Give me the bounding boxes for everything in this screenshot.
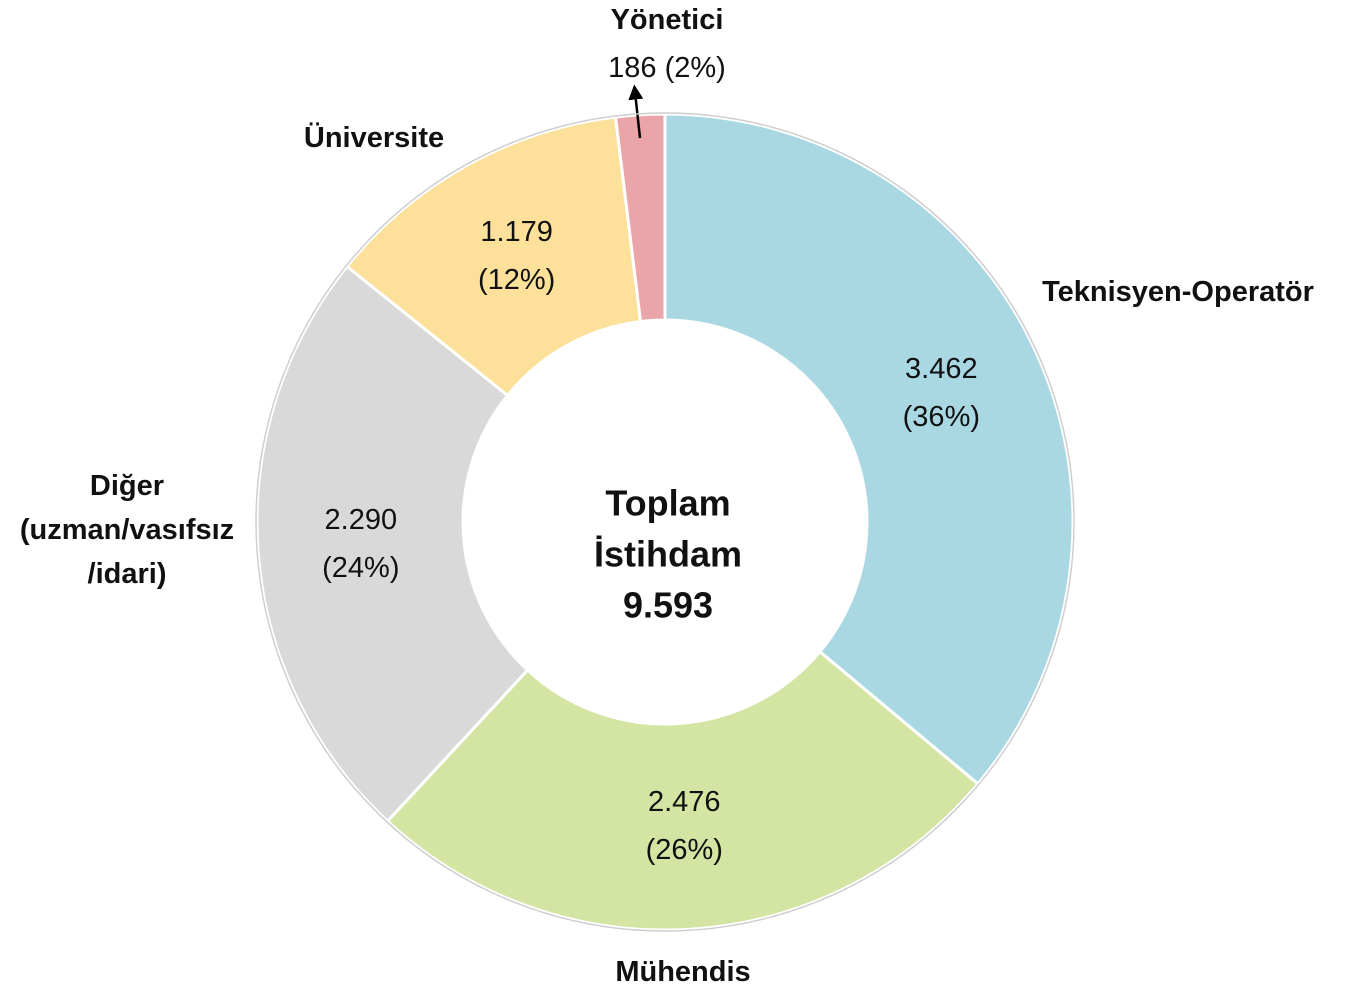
percent-text: (2%) — [664, 52, 726, 84]
value-text: 3.462 — [905, 352, 978, 385]
category-name: Yönetici — [610, 4, 724, 36]
value-text: 1.179 — [480, 215, 553, 248]
value-label: 186 (2%) — [608, 44, 726, 92]
center-line: İstihdam — [593, 533, 743, 575]
value-label: 2.290 (24%) — [322, 496, 399, 592]
wedge — [385, 649, 981, 932]
category-label: Diğer (uzman/vasıfsız /idari) — [2, 464, 252, 596]
category-name: Üniversite — [303, 122, 445, 154]
wedge — [663, 112, 1075, 786]
center-line: 9.593 — [622, 584, 714, 626]
category-label: Teknisyen-Operatör — [1042, 270, 1314, 314]
percent-text: (36%) — [902, 400, 981, 433]
leader-arrow — [628, 84, 644, 139]
percent-text: (24%) — [322, 552, 400, 585]
category-name: Mühendis — [615, 956, 751, 988]
value-label: 2.476 (26%) — [646, 778, 723, 874]
category-label: Yönetici — [611, 0, 724, 42]
center-label: Toplam İstihdam 9.593 — [594, 478, 742, 631]
wedge — [255, 264, 530, 824]
category-name: Teknisyen-Operatör — [1042, 276, 1314, 308]
category-name: Diğer (uzman/vasıfsız /idari) — [19, 470, 235, 590]
wedge — [344, 115, 643, 398]
value-text: 2.476 — [647, 786, 721, 819]
value-text: 2.290 — [324, 504, 398, 537]
category-label: Mühendis — [615, 950, 750, 991]
outer-ring — [255, 112, 1075, 932]
percent-text: (12%) — [477, 263, 556, 296]
value-label: 1.179 (12%) — [478, 208, 555, 304]
category-label: Üniversite — [304, 116, 444, 160]
value-label: 3.462 (36%) — [903, 345, 980, 441]
center-line: Toplam — [605, 482, 731, 524]
value-text: 186 — [608, 52, 657, 84]
percent-text: (26%) — [645, 834, 723, 867]
